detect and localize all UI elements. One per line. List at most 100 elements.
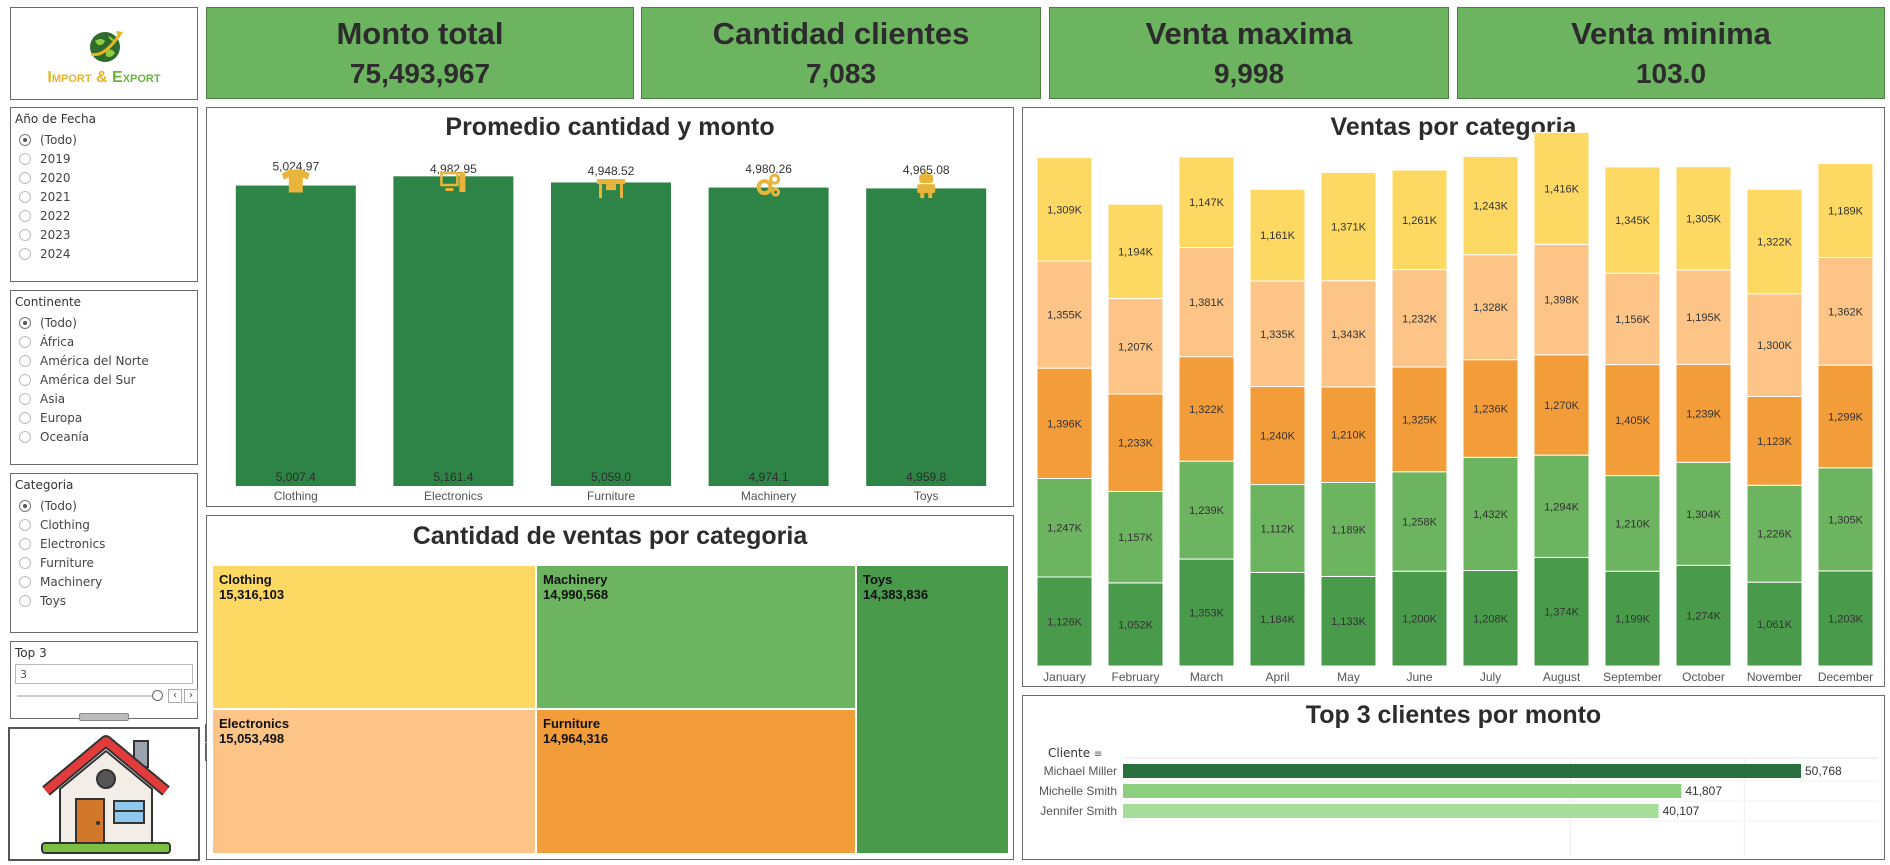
stack-segment[interactable]	[1462, 155, 1519, 256]
stack-segment[interactable]	[1391, 570, 1448, 667]
stack-segment[interactable]	[1036, 260, 1093, 369]
treemap-cell-machinery[interactable]: Machinery 14,990,568	[536, 565, 856, 709]
radio-option[interactable]: 2023	[19, 228, 71, 242]
radio-option[interactable]: (Todo)	[19, 316, 77, 330]
stack-segment[interactable]	[1533, 556, 1590, 667]
stack-segment[interactable]	[1320, 171, 1377, 282]
radio-button[interactable]	[19, 210, 31, 222]
radio-button[interactable]	[19, 500, 31, 512]
stack-segment[interactable]	[1178, 247, 1235, 358]
bar-furniture[interactable]	[551, 182, 671, 486]
stack-segment[interactable]	[1391, 366, 1448, 473]
radio-option[interactable]: América del Norte	[19, 354, 149, 368]
sort-icon[interactable]: ≡	[1093, 749, 1103, 760]
radio-button[interactable]	[19, 374, 31, 386]
radio-option[interactable]: 2024	[19, 247, 71, 261]
stack-segment[interactable]	[1249, 188, 1306, 282]
top-slider-track[interactable]	[17, 695, 157, 697]
radio-button[interactable]	[19, 153, 31, 165]
client-bar[interactable]	[1123, 804, 1659, 818]
stack-segment[interactable]	[1746, 396, 1803, 486]
radio-option[interactable]: América del Sur	[19, 373, 136, 387]
radio-button[interactable]	[19, 248, 31, 260]
drag-handle[interactable]	[79, 713, 129, 721]
radio-option[interactable]: Machinery	[19, 575, 102, 589]
radio-button[interactable]	[19, 519, 31, 531]
stack-segment[interactable]	[1675, 564, 1732, 667]
radio-button[interactable]	[19, 229, 31, 241]
increment-button[interactable]: ›	[184, 689, 198, 703]
radio-button[interactable]	[19, 538, 31, 550]
stack-segment[interactable]	[1746, 188, 1803, 295]
treemap-cell-electronics[interactable]: Electronics 15,053,498	[212, 709, 536, 854]
treemap-cell-toys[interactable]: Toys 14,383,836	[856, 565, 1009, 854]
stack-segment[interactable]	[1817, 364, 1874, 469]
radio-option[interactable]: África	[19, 335, 74, 349]
stack-segment[interactable]	[1462, 254, 1519, 361]
stack-segment[interactable]	[1604, 364, 1661, 477]
top-input[interactable]	[15, 664, 193, 684]
stack-segment[interactable]	[1391, 269, 1448, 368]
stack-segment[interactable]	[1462, 359, 1519, 458]
stack-segment[interactable]	[1746, 484, 1803, 583]
stack-segment[interactable]	[1533, 243, 1590, 356]
stack-segment[interactable]	[1533, 454, 1590, 558]
radio-option[interactable]: 2020	[19, 171, 71, 185]
stack-segment[interactable]	[1107, 490, 1164, 584]
radio-option[interactable]: Clothing	[19, 518, 90, 532]
radio-button[interactable]	[19, 317, 31, 329]
stack-segment[interactable]	[1320, 280, 1377, 388]
stack-segment[interactable]	[1036, 157, 1093, 262]
stack-segment[interactable]	[1462, 456, 1519, 572]
radio-button[interactable]	[19, 412, 31, 424]
bar-toys[interactable]	[866, 188, 987, 487]
stack-segment[interactable]	[1036, 367, 1093, 479]
bar-electronics[interactable]	[393, 176, 514, 486]
stack-segment[interactable]	[1817, 256, 1874, 366]
stack-segment[interactable]	[1817, 467, 1874, 572]
radio-option[interactable]: Europa	[19, 411, 82, 425]
radio-button[interactable]	[19, 557, 31, 569]
client-bar[interactable]	[1123, 764, 1801, 778]
radio-button[interactable]	[19, 191, 31, 203]
radio-option[interactable]: (Todo)	[19, 499, 77, 513]
stack-segment[interactable]	[1675, 461, 1732, 566]
radio-button[interactable]	[19, 336, 31, 348]
stack-segment[interactable]	[1675, 363, 1732, 463]
stack-segment[interactable]	[1746, 581, 1803, 667]
stack-segment[interactable]	[1675, 269, 1732, 365]
radio-option[interactable]: Furniture	[19, 556, 94, 570]
stack-segment[interactable]	[1178, 356, 1235, 462]
decrement-button[interactable]: ‹	[168, 689, 182, 703]
radio-option[interactable]: 2019	[19, 152, 71, 166]
stack-segment[interactable]	[1320, 386, 1377, 483]
stack-segment[interactable]	[1817, 570, 1874, 667]
stack-segment[interactable]	[1249, 386, 1306, 486]
radio-button[interactable]	[19, 172, 31, 184]
stack-segment[interactable]	[1817, 163, 1874, 258]
bar-machinery[interactable]	[708, 187, 829, 486]
radio-option[interactable]: Toys	[19, 594, 66, 608]
stack-segment[interactable]	[1107, 298, 1164, 395]
stack-segment[interactable]	[1533, 354, 1590, 456]
radio-option[interactable]: 2021	[19, 190, 71, 204]
radio-button[interactable]	[19, 134, 31, 146]
radio-button[interactable]	[19, 576, 31, 588]
radio-button[interactable]	[19, 431, 31, 443]
radio-button[interactable]	[19, 355, 31, 367]
radio-option[interactable]: (Todo)	[19, 133, 77, 147]
treemap-cell-clothing[interactable]: Clothing 15,316,103	[212, 565, 536, 709]
radio-option[interactable]: 2022	[19, 209, 71, 223]
radio-button[interactable]	[19, 595, 31, 607]
stack-segment[interactable]	[1391, 169, 1448, 271]
column-header-cliente[interactable]: Cliente ≡	[1048, 746, 1102, 760]
treemap-cell-furniture[interactable]: Furniture 14,964,316	[536, 709, 856, 854]
stack-segment[interactable]	[1391, 471, 1448, 572]
stack-segment[interactable]	[1107, 582, 1164, 667]
top-slider-thumb[interactable]	[152, 690, 163, 701]
radio-option[interactable]: Electronics	[19, 537, 105, 551]
stack-segment[interactable]	[1249, 280, 1306, 388]
stack-segment[interactable]	[1249, 571, 1306, 667]
stack-segment[interactable]	[1675, 166, 1732, 271]
radio-button[interactable]	[19, 393, 31, 405]
